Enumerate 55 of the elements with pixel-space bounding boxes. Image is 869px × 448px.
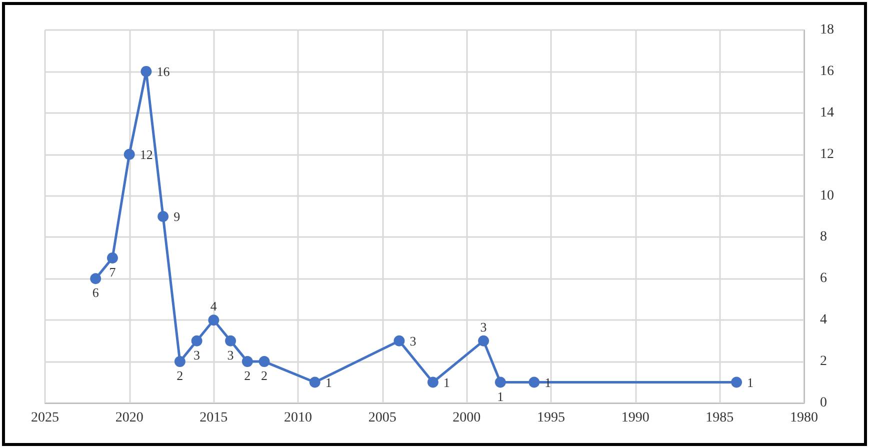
data-label: 2 xyxy=(244,368,251,384)
y-tick-label: 16 xyxy=(820,64,834,79)
x-tick-label: 1990 xyxy=(621,410,650,426)
point xyxy=(258,356,270,368)
point xyxy=(124,148,135,160)
x-tick-label: 2000 xyxy=(452,410,481,426)
point xyxy=(478,335,490,346)
data-label: 9 xyxy=(174,209,180,224)
data-label: 6 xyxy=(92,285,100,300)
x-tick-label: 1980 xyxy=(790,410,818,426)
y-tick-label: 6 xyxy=(820,271,827,286)
point xyxy=(394,335,405,346)
data-label: 3 xyxy=(194,347,200,362)
y-tick-label: 10 xyxy=(820,188,834,204)
data-label: 3 xyxy=(410,333,416,348)
point xyxy=(208,314,220,326)
data-label: 1 xyxy=(747,374,754,390)
x-tick-label: 1995 xyxy=(537,410,565,426)
data-label: 2 xyxy=(176,368,184,384)
data-label: 7 xyxy=(109,264,116,280)
y-tick-label: 4 xyxy=(820,312,827,328)
data-label: 12 xyxy=(140,146,153,162)
point xyxy=(106,252,118,264)
point xyxy=(191,335,202,346)
data-label: 1 xyxy=(497,388,504,404)
y-tick-label: 18 xyxy=(820,22,834,38)
x-tick-label: 1985 xyxy=(706,410,734,426)
point xyxy=(494,376,506,388)
x-tick-label: 2005 xyxy=(368,410,396,426)
data-label: 2 xyxy=(261,368,268,384)
point xyxy=(528,376,540,388)
data-label: 3 xyxy=(480,319,487,334)
point xyxy=(174,356,186,368)
y-tick-label: 0 xyxy=(820,396,827,410)
y-tick-label: 8 xyxy=(820,230,827,245)
point xyxy=(427,376,438,388)
data-label: 4 xyxy=(210,298,218,314)
point xyxy=(731,376,742,388)
x-tick-label: 2015 xyxy=(200,410,228,426)
x-tick-label: 2025 xyxy=(31,410,59,426)
point xyxy=(309,376,320,388)
y-tick-label: 2 xyxy=(820,354,827,370)
data-label: 3 xyxy=(227,347,234,362)
point xyxy=(140,66,152,77)
x-tick-label: 2020 xyxy=(115,410,144,426)
data-label: 1 xyxy=(443,374,450,390)
point xyxy=(90,273,102,284)
point xyxy=(158,211,169,222)
x-tick-label: 2010 xyxy=(284,410,312,426)
y-tick-label: 14 xyxy=(820,105,834,120)
data-label: 1 xyxy=(325,374,332,390)
point xyxy=(242,356,253,368)
data-label: 16 xyxy=(156,64,170,79)
y-tick-label: 12 xyxy=(820,146,834,162)
point xyxy=(225,335,236,346)
